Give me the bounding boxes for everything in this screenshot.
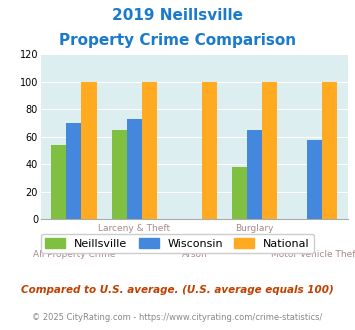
Text: All Property Crime: All Property Crime <box>33 250 115 259</box>
Bar <box>142 82 157 219</box>
Bar <box>202 82 217 219</box>
Bar <box>51 145 66 219</box>
Bar <box>66 123 81 219</box>
Text: Motor Vehicle Theft: Motor Vehicle Theft <box>271 250 355 259</box>
Legend: Neillsville, Wisconsin, National: Neillsville, Wisconsin, National <box>41 234 314 253</box>
Bar <box>81 82 97 219</box>
Bar <box>111 130 127 219</box>
Bar <box>307 140 322 219</box>
Text: 2019 Neillsville: 2019 Neillsville <box>112 8 243 23</box>
Bar <box>247 130 262 219</box>
Bar <box>232 167 247 219</box>
Text: Arson: Arson <box>181 250 207 259</box>
Bar <box>262 82 277 219</box>
Bar <box>322 82 337 219</box>
Bar <box>127 119 142 219</box>
Text: Compared to U.S. average. (U.S. average equals 100): Compared to U.S. average. (U.S. average … <box>21 285 334 295</box>
Text: Property Crime Comparison: Property Crime Comparison <box>59 33 296 48</box>
Text: © 2025 CityRating.com - https://www.cityrating.com/crime-statistics/: © 2025 CityRating.com - https://www.city… <box>32 313 323 322</box>
